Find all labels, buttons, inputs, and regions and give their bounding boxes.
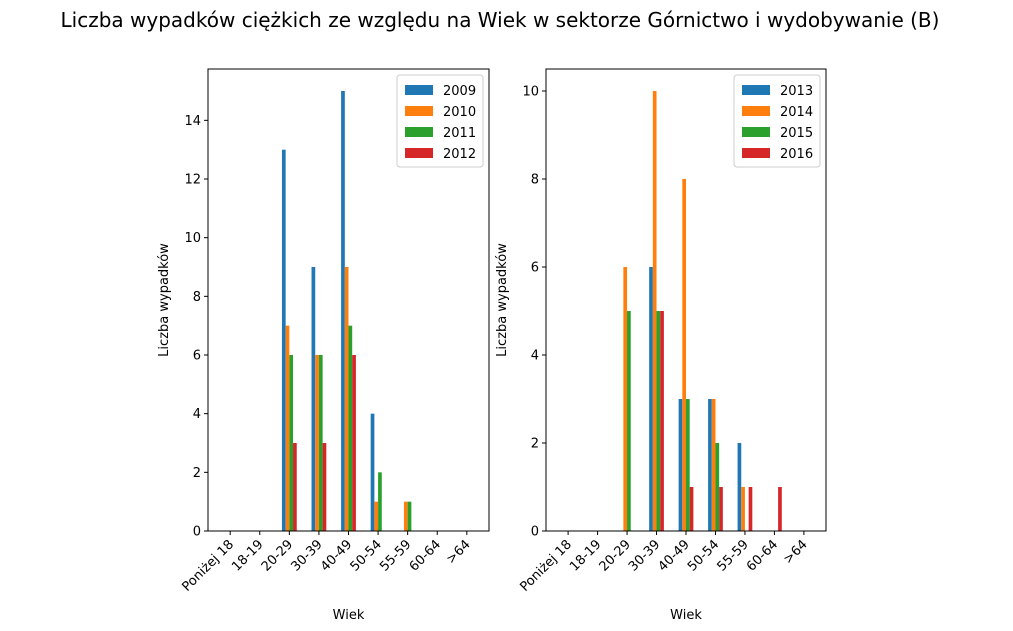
chart2-bar-2014-5: [682, 179, 686, 531]
chart1-legend-label-2011: 2011: [443, 126, 476, 141]
chart2-ytick-label-2: 2: [531, 437, 539, 452]
chart2-ytick-label-3: 4: [531, 349, 539, 364]
chart1-ylabel: Liczba wypadków: [157, 243, 172, 357]
chart2-legend-label-2016: 2016: [780, 147, 813, 162]
chart1-legend-box: [396, 74, 484, 168]
chart2-legend-label-2015: 2015: [780, 126, 813, 141]
chart2-legend-swatch-2013: [742, 85, 770, 95]
chart1-bar-2009-6: [370, 413, 375, 531]
chart2-xtick-label-9: >64: [781, 537, 811, 567]
chart2-ylabel: Liczba wypadków: [495, 243, 510, 357]
chart2-legend-swatch-2014: [742, 106, 770, 116]
chart1-bar-2010-4: [315, 355, 319, 531]
chart2-bar-2014-6: [711, 399, 716, 531]
chart2-xtick-label-6: 50-54: [685, 537, 722, 574]
chart2-bar-2016-5: [689, 487, 694, 531]
chart2-bar-2013-6: [708, 399, 712, 531]
chart1-bar-2012-3: [293, 443, 297, 531]
chart2-legend-label-2014: 2014: [780, 105, 813, 120]
chart1-ytick-label-8: 14: [184, 114, 201, 129]
chart2-legend-swatch-2015: [742, 127, 770, 137]
chart2-xlabel: Wiek: [670, 608, 702, 623]
chart2-ytick-label-5: 8: [531, 173, 539, 188]
chart1-xtick-label-3: 20-29: [259, 537, 296, 574]
chart1-xtick-label-9: >64: [444, 537, 474, 567]
chart2-bar-2013-5: [678, 399, 683, 531]
chart2-bar-2015-6: [715, 443, 720, 531]
chart1-ytick-label-2: 2: [193, 466, 201, 481]
chart1-legend-swatch-2012: [405, 148, 433, 158]
chart1-bar-2011-5: [348, 325, 353, 531]
chart1-xlabel: Wiek: [333, 608, 365, 623]
chart1-xtick-label-5: 40-49: [318, 537, 355, 574]
chart1-legend-label-2012: 2012: [443, 147, 476, 162]
chart1-legend-swatch-2009: [405, 85, 433, 95]
chart1-ytick-label-5: 8: [193, 290, 201, 305]
chart2-xtick-label-8: 60-64: [744, 537, 781, 574]
chart2-bar-2015-4: [656, 311, 661, 531]
chart1-xtick-label-6: 50-54: [348, 537, 385, 574]
chart1-bar-2010-6: [374, 501, 379, 531]
chart1-ytick-label-4: 6: [193, 349, 201, 364]
chart1-xtick-label-2: 18-19: [229, 537, 266, 574]
chart2-bar-2013-4: [649, 267, 653, 531]
chart1-legend-label-2010: 2010: [443, 105, 476, 120]
chart2-ytick-label-6: 10: [522, 85, 539, 100]
chart2-legend-label-2013: 2013: [780, 84, 813, 99]
chart2-bar-2016-4: [660, 311, 664, 531]
chart2-legend-swatch-2016: [742, 148, 770, 158]
chart1-xtick-label-7: 55-59: [377, 537, 414, 574]
chart1-bar-2009-5: [341, 91, 345, 531]
chart1-bar-2012-5: [352, 355, 356, 531]
chart2-bar-2014-4: [652, 91, 657, 531]
chart2-bar-2013-7: [737, 443, 742, 531]
chart1-ytick-label-1: 0: [193, 525, 201, 540]
chart1-xtick-label-1: Poniżej 18: [180, 537, 237, 594]
chart1-bar-2011-3: [289, 355, 294, 531]
chart1-xtick-label-4: 30-39: [288, 537, 325, 574]
chart1-legend-swatch-2011: [405, 127, 433, 137]
chart2-bar-2016-8: [778, 487, 782, 531]
chart2-legend-box: [733, 74, 821, 168]
chart2-xtick-label-4: 30-39: [626, 537, 663, 574]
chart1-legend-label-2009: 2009: [443, 84, 476, 99]
chart1-bar-2012-4: [322, 443, 327, 531]
chart2-bar-2016-6: [719, 487, 723, 531]
chart1-xtick-label-8: 60-64: [407, 537, 444, 574]
chart1-bar-2011-6: [378, 472, 382, 531]
chart1-bar-2010-5: [344, 267, 349, 531]
chart2-xtick-label-1: Poniżej 18: [517, 537, 574, 594]
chart2-bar-2014-7: [741, 487, 745, 531]
chart2-bar-2015-5: [686, 399, 690, 531]
chart2-bar-2016-7: [748, 487, 753, 531]
chart1-bar-2009-4: [311, 267, 316, 531]
chart2-xtick-label-7: 55-59: [714, 537, 751, 574]
chart2-xtick-label-5: 40-49: [656, 537, 693, 574]
chart1-bar-2011-4: [318, 355, 323, 531]
chart1-ytick-label-6: 10: [184, 231, 201, 246]
chart1-bar-2010-7: [403, 501, 408, 531]
figure-title: Liczba wypadków ciężkich ze względu na W…: [60, 8, 940, 32]
chart1-bar-2010-3: [285, 325, 290, 531]
chart1-bar-2011-7: [407, 501, 412, 531]
chart1-ytick-label-3: 4: [193, 407, 201, 422]
chart2-xtick-label-2: 18-19: [567, 537, 604, 574]
chart2-bar-2015-3: [627, 311, 631, 531]
chart2-bar-2014-3: [623, 267, 628, 531]
chart2-xtick-label-3: 20-29: [597, 537, 634, 574]
chart2-ytick-label-1: 0: [531, 525, 539, 540]
chart1-bar-2009-3: [281, 149, 286, 532]
chart1-legend-swatch-2010: [405, 106, 433, 116]
chart2-ytick-label-4: 6: [531, 261, 539, 276]
chart1-ytick-label-7: 12: [184, 173, 201, 188]
